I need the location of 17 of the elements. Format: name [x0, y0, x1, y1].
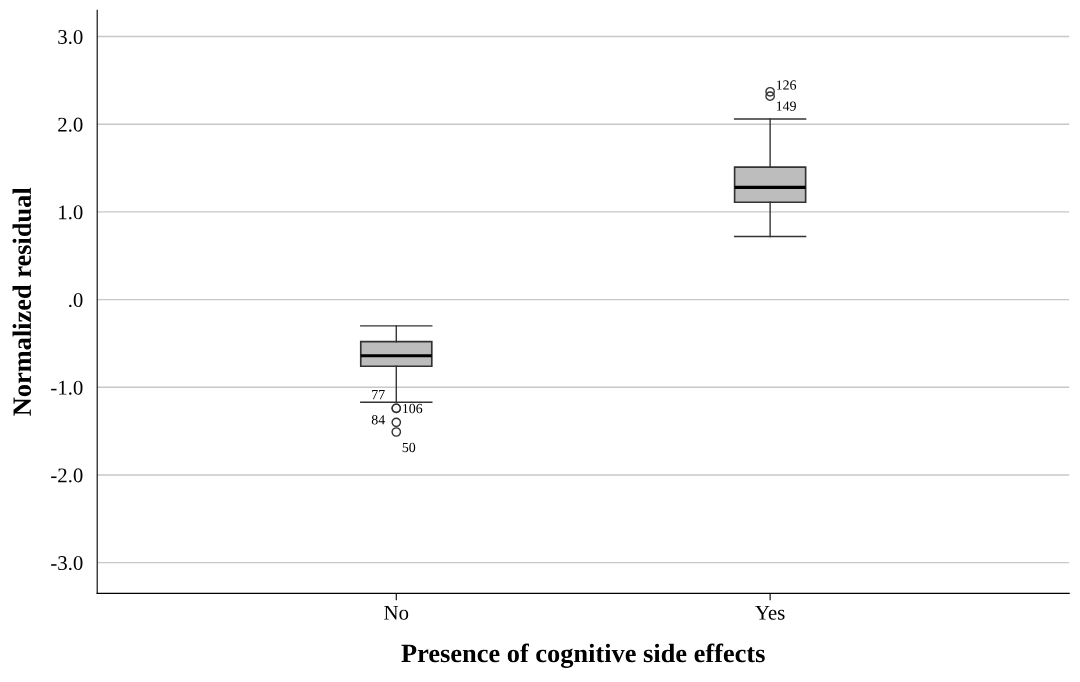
- annotation: 149: [776, 101, 796, 111]
- annotation: 84: [371, 415, 385, 425]
- x-tick-label: Yes: [755, 605, 785, 620]
- y-axis-title: Normalized residual: [12, 187, 32, 416]
- y-tick-label: 1.0: [59, 205, 83, 220]
- annotation: 106: [403, 403, 423, 414]
- y-tick-label: .0: [69, 292, 83, 308]
- y-tick-label: -3.0: [51, 556, 83, 571]
- annotation: 77: [372, 390, 385, 400]
- annotation: 126: [776, 80, 797, 90]
- annotation: 50: [402, 442, 416, 453]
- x-tick-label: No: [384, 605, 409, 620]
- y-tick-label: 2.0: [58, 117, 83, 132]
- y-tick-label: -1.0: [51, 380, 83, 395]
- y-tick-label: 3.0: [58, 29, 83, 45]
- x-axis-title: Presence of cognitive side effects: [401, 643, 765, 668]
- y-tick-label: -2.0: [51, 468, 83, 483]
